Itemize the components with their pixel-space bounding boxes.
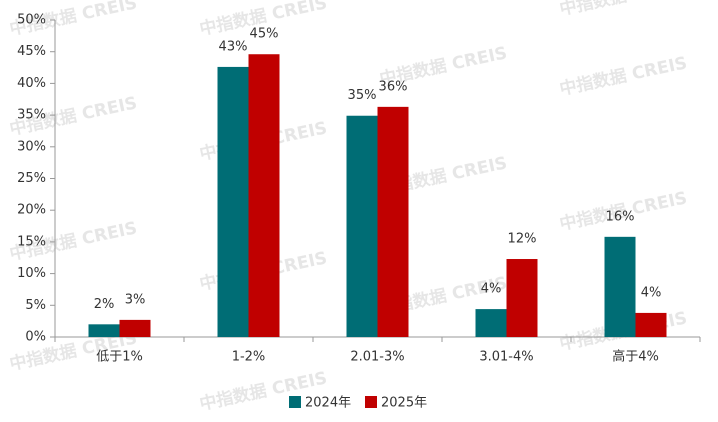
bar: [377, 106, 409, 337]
value-label: 43%: [219, 39, 248, 54]
y-tick-label: 50%: [17, 13, 46, 28]
y-tick-label: 30%: [17, 139, 46, 154]
y-tick-label: 45%: [17, 44, 46, 59]
y-tick-label: 35%: [17, 108, 46, 123]
legend-label: 2024年: [305, 396, 351, 411]
value-label: 36%: [379, 79, 408, 94]
bar: [88, 324, 120, 337]
watermark: 中指数据 CREIS: [558, 52, 689, 100]
y-tick-label: 5%: [25, 298, 46, 313]
x-tick-label: 高于4%: [612, 349, 659, 365]
value-label: 4%: [641, 285, 662, 300]
x-tick-label: 1-2%: [232, 350, 266, 365]
bar: [248, 54, 280, 338]
value-label: 2%: [94, 297, 115, 312]
value-label: 12%: [508, 232, 537, 247]
y-tick-label: 0%: [25, 330, 46, 345]
bar: [475, 309, 507, 337]
bar: [506, 259, 538, 337]
watermark: 中指数据 CREIS: [558, 0, 689, 20]
x-tick-label: 低于1%: [96, 350, 143, 365]
value-label: 3%: [125, 292, 146, 307]
y-tick-label: 10%: [17, 266, 46, 281]
y-tick-label: 20%: [17, 203, 46, 218]
bar: [346, 115, 378, 337]
bar: [217, 66, 249, 337]
value-label: 16%: [606, 209, 635, 224]
legend-swatch: [289, 396, 301, 408]
value-label: 45%: [250, 27, 279, 42]
value-label: 35%: [348, 88, 377, 103]
bar: [604, 236, 636, 337]
legend-swatch: [365, 396, 377, 408]
legend-label: 2025年: [381, 396, 427, 411]
bar: [635, 312, 667, 337]
y-tick-label: 25%: [17, 171, 46, 186]
y-tick-label: 40%: [17, 76, 46, 91]
x-tick-label: 3.01-4%: [479, 350, 533, 365]
bar: [119, 319, 151, 337]
x-tick-label: 2.01-3%: [350, 350, 404, 365]
y-tick-label: 15%: [17, 234, 46, 249]
value-label: 4%: [481, 282, 502, 297]
